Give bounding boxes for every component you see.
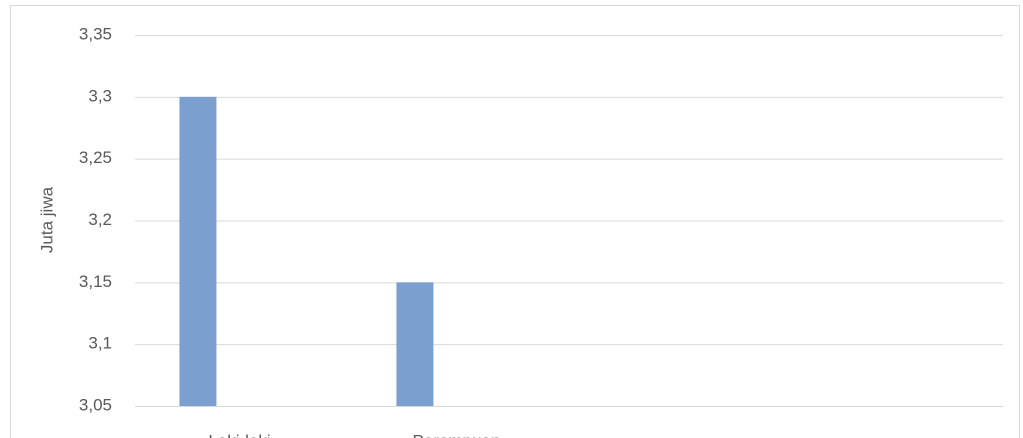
y-tick-label: 3,1	[88, 334, 112, 353]
y-tick-label: 3,3	[88, 86, 112, 105]
x-tick-label: Laki-laki	[208, 431, 270, 438]
y-axis-label: Juta jiwa	[37, 186, 56, 253]
y-tick-label: 3,25	[79, 148, 112, 167]
chart-border	[10, 5, 1020, 438]
x-tick-label: Perempuan	[413, 431, 501, 438]
y-tick-label: 3,05	[79, 395, 112, 414]
bar	[396, 282, 434, 406]
bar	[179, 96, 217, 406]
y-tick-label: 3,15	[79, 272, 112, 291]
y-tick-label: 3,35	[79, 24, 112, 43]
y-tick-label: 3,2	[88, 210, 112, 229]
